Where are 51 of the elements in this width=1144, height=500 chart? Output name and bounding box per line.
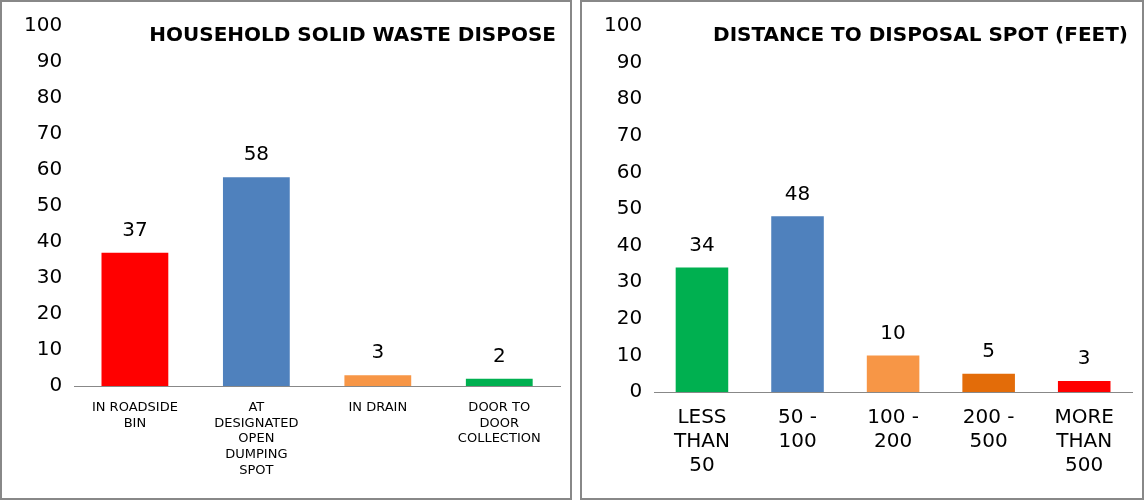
x-tick-label: 50 - 100 — [778, 404, 818, 453]
data-label: 58 — [243, 141, 270, 166]
bar — [101, 252, 169, 386]
y-tick-label: 70 — [36, 120, 63, 145]
bar — [771, 216, 824, 392]
data-label: 2 — [492, 343, 506, 367]
data-label: 3 — [1077, 345, 1091, 370]
bar — [1057, 381, 1111, 392]
data-label: 37 — [122, 217, 148, 241]
data-label: 5 — [982, 337, 996, 362]
x-tick-label: DOOR TO DOOR COLLECTION — [457, 399, 541, 446]
chart-title: DISTANCE TO DISPOSAL SPOT (FEET) — [713, 22, 1128, 47]
y-tick-label: 10 — [36, 336, 63, 361]
y-tick-label: 90 — [36, 48, 63, 73]
y-tick-label: 80 — [616, 85, 643, 110]
chart-title: HOUSEHOLD SOLID WASTE DISPOSE — [149, 22, 556, 47]
y-tick-label: 40 — [36, 228, 63, 253]
x-tick-label: MORE THAN 500 — [1054, 404, 1114, 477]
y-tick-label: 0 — [49, 372, 63, 397]
x-tick-label: AT DESIGNATED OPEN DUMPING SPOT — [214, 399, 299, 477]
y-tick-label: 60 — [616, 158, 643, 183]
y-tick-label: 90 — [616, 48, 643, 73]
x-tick-label: IN DRAIN — [348, 399, 408, 415]
data-label: 48 — [784, 180, 811, 205]
bar — [675, 267, 729, 392]
y-tick-label: 20 — [616, 305, 643, 329]
y-tick-label: 20 — [36, 300, 63, 325]
y-tick-label: 50 — [36, 192, 63, 217]
data-label: 3 — [371, 339, 385, 364]
bar — [344, 375, 412, 386]
bar — [222, 177, 290, 386]
y-tick-label: 10 — [616, 341, 643, 366]
x-tick-label: 100 - 200 — [867, 404, 919, 453]
y-tick-label: 30 — [616, 268, 643, 293]
y-tick-label: 70 — [616, 122, 643, 146]
y-tick-label: 50 — [616, 195, 643, 220]
y-tick-label: 100 — [23, 12, 63, 37]
y-tick-label: 60 — [36, 156, 63, 181]
bar — [962, 373, 1015, 392]
y-tick-label: 0 — [629, 378, 643, 403]
bar — [465, 378, 533, 386]
x-tick-label: 200 - 500 — [962, 404, 1015, 453]
y-tick-label: 100 — [603, 12, 643, 37]
data-label: 10 — [880, 319, 906, 344]
x-tick-label: LESS THAN 50 — [673, 404, 730, 477]
y-tick-label: 30 — [36, 264, 63, 289]
y-tick-label: 40 — [616, 231, 643, 256]
data-label: 34 — [689, 231, 715, 256]
y-tick-label: 80 — [36, 84, 63, 109]
bar — [866, 355, 920, 392]
x-tick-label: IN ROADSIDE BIN — [91, 399, 178, 430]
